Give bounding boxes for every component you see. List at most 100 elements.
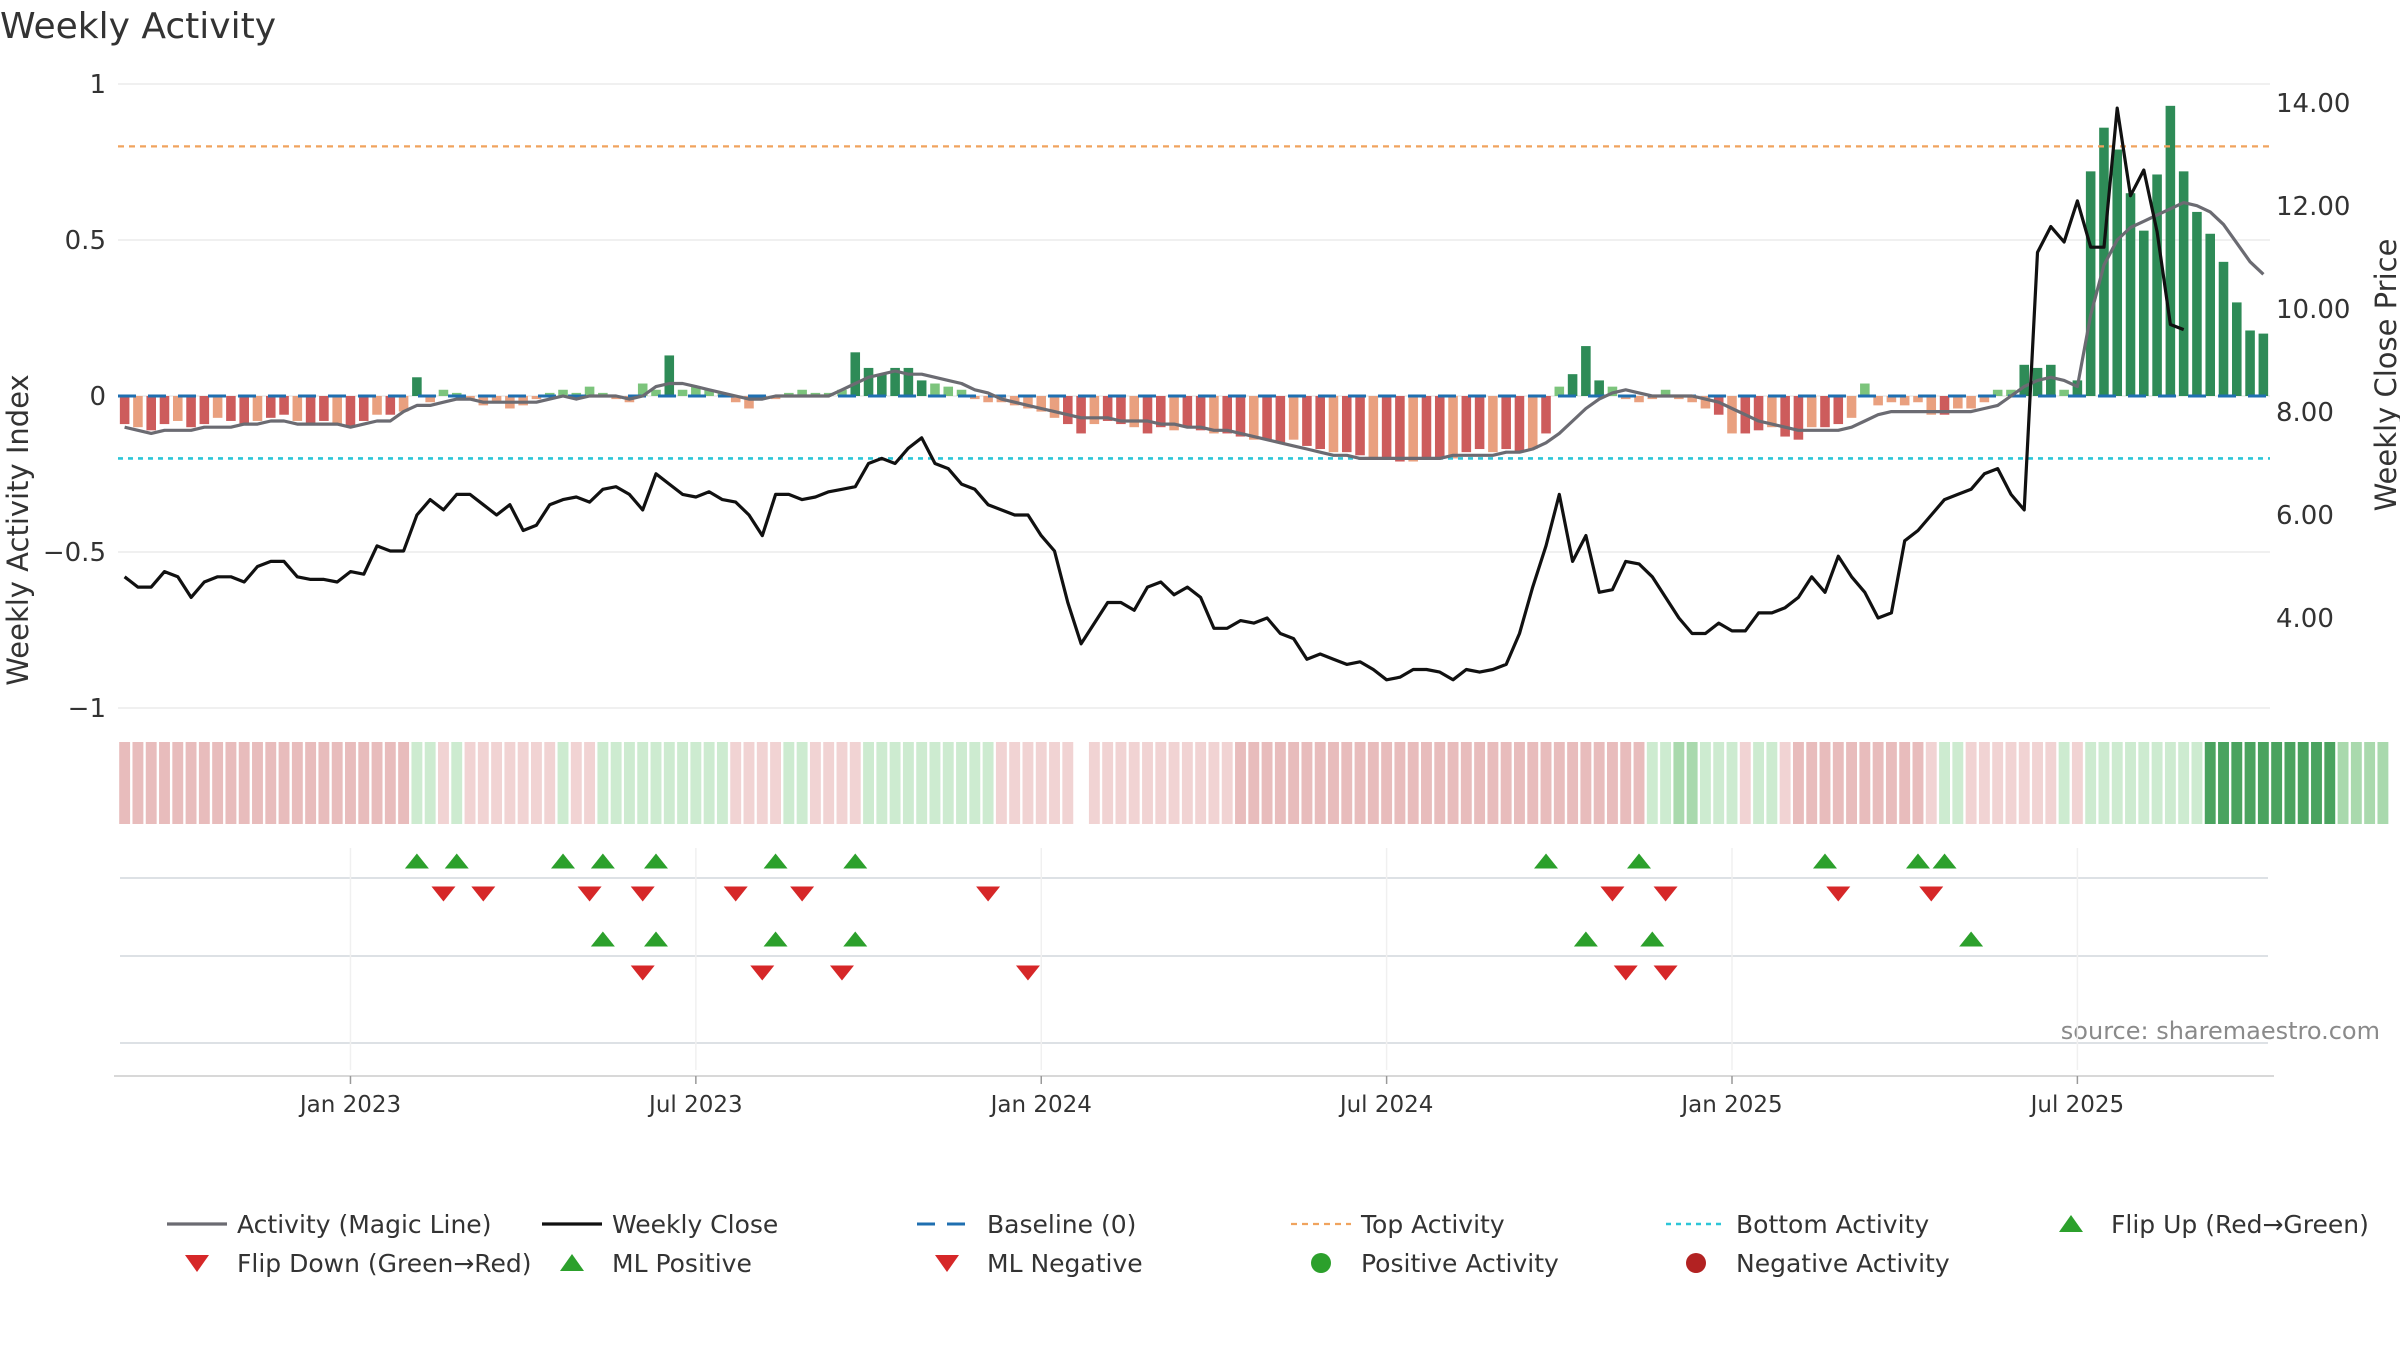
strip-cell xyxy=(2058,742,2070,824)
activity-bar xyxy=(1833,396,1844,425)
activity-bar xyxy=(1780,396,1790,437)
activity-bar xyxy=(1381,396,1392,459)
strip-cell xyxy=(1235,742,1246,824)
activity-bar xyxy=(1262,396,1272,440)
strip-cell xyxy=(212,742,224,824)
activity-bar xyxy=(1713,396,1724,415)
strip-cell xyxy=(823,742,835,824)
legend-swatch xyxy=(935,1255,959,1272)
x-tick-label: Jan 2023 xyxy=(298,1092,401,1118)
activity-bar xyxy=(438,389,449,396)
flip-down-marker xyxy=(577,886,602,902)
ml-negative-marker xyxy=(750,965,775,981)
strip-cell xyxy=(2364,742,2376,824)
strip-cell xyxy=(730,742,742,824)
strip-cell xyxy=(1992,742,2004,824)
activity-bar xyxy=(1634,396,1644,403)
y2-tick-label: 8.00 xyxy=(2276,398,2334,428)
strip-cell xyxy=(1394,742,1406,824)
activity-bar xyxy=(2192,211,2202,396)
y-tick-label: −0.5 xyxy=(43,538,106,568)
activity-bar xyxy=(983,396,993,403)
strip-cell xyxy=(2125,742,2136,824)
activity-bar xyxy=(1209,396,1219,434)
strip-cell xyxy=(477,742,489,824)
flip-down-marker xyxy=(790,886,815,902)
activity-bar xyxy=(704,389,714,396)
strip-cell xyxy=(544,742,556,824)
flip-down-marker xyxy=(1600,886,1625,902)
activity-bar xyxy=(1461,396,1472,453)
activity-bar xyxy=(491,396,502,403)
strip-cell xyxy=(318,742,330,824)
activity-bar xyxy=(1727,396,1737,434)
strip-cell xyxy=(1699,742,1711,824)
activity-bar xyxy=(1753,396,1764,431)
ml-negative-marker xyxy=(630,965,655,981)
strip-cell xyxy=(1474,742,1486,824)
strip-cell xyxy=(1168,742,1180,824)
strip-cell xyxy=(1819,742,1831,824)
flip-markers xyxy=(120,848,2268,1070)
strip-cell xyxy=(2218,742,2229,824)
strip-cell xyxy=(1487,742,1499,824)
activity-bar xyxy=(358,396,369,421)
activity-bar xyxy=(1049,396,1060,418)
strip-cell xyxy=(2257,742,2269,824)
strip-cell xyxy=(2231,742,2243,824)
activity-bar xyxy=(345,396,356,428)
activity-bar xyxy=(199,396,210,425)
legend-label: Baseline (0) xyxy=(987,1210,1136,1239)
strip-cell xyxy=(690,742,702,824)
strip-cell xyxy=(2071,742,2083,824)
strip-cell xyxy=(2191,742,2203,824)
strip-cell xyxy=(1367,742,1379,824)
activity-bar xyxy=(133,396,143,428)
strip-cell xyxy=(1779,742,1791,824)
activity-bar xyxy=(1501,396,1511,450)
strip-cell xyxy=(584,742,596,824)
activity-bar xyxy=(558,389,568,396)
strip-cell xyxy=(1620,742,1632,824)
activity-bar xyxy=(2178,171,2189,396)
activity-bar xyxy=(146,396,156,431)
strip-cell xyxy=(1088,742,1100,824)
activity-bar xyxy=(943,386,954,396)
strip-cell xyxy=(1859,742,1871,824)
flip-down-marker xyxy=(471,886,496,902)
strip-cell xyxy=(1381,742,1393,824)
activity-bar xyxy=(1036,396,1047,412)
activity-bar xyxy=(1554,386,1565,396)
activity-bar xyxy=(1660,389,1671,396)
activity-bar xyxy=(2258,333,2269,396)
strip-cell xyxy=(2284,742,2296,824)
strip-cell xyxy=(942,742,954,824)
strip-cell xyxy=(796,742,808,824)
strip-cell xyxy=(1580,742,1592,824)
flip-down-marker xyxy=(1826,886,1851,902)
ml-negative-marker xyxy=(1613,965,1638,981)
strip-cell xyxy=(597,742,609,824)
gridlines xyxy=(118,83,2270,709)
strip-cell xyxy=(956,742,967,824)
legend-label: Bottom Activity xyxy=(1736,1210,1929,1239)
strip-cell xyxy=(2098,742,2110,824)
ml-positive-marker xyxy=(1959,931,1984,947)
strip-cell xyxy=(1633,742,1645,824)
strip-cell xyxy=(1925,742,1937,824)
strip-cell xyxy=(1022,742,1034,824)
strip-cell xyxy=(570,742,582,824)
activity-bar xyxy=(1076,396,1086,434)
legend-label: ML Positive xyxy=(612,1249,752,1278)
strip-cell xyxy=(703,742,715,824)
strip-cell xyxy=(1354,742,1366,824)
strip-cell xyxy=(1593,742,1605,824)
activity-bar xyxy=(890,367,900,396)
activity-bar xyxy=(305,396,316,425)
activity-bar xyxy=(1275,396,1286,443)
strip-cell xyxy=(238,742,250,824)
activity-bar xyxy=(2245,330,2255,396)
legend-swatch xyxy=(1686,1253,1706,1273)
strip-cell xyxy=(185,742,197,824)
